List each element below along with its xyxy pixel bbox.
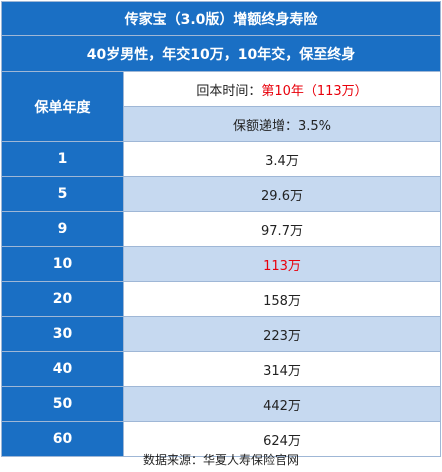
- cash-value: 442万: [123, 386, 441, 422]
- cash-value: 29.6万: [123, 176, 441, 212]
- table-row: 60 624万: [1, 421, 441, 457]
- table-subtitle: 40岁男性，年交10万，10年交，保至终身: [1, 35, 441, 72]
- cash-value: 223万: [123, 316, 441, 352]
- cash-value: 158万: [123, 281, 441, 317]
- payback-value: 第10年（113万）: [261, 83, 368, 99]
- policy-year: 50: [1, 386, 124, 422]
- table-row: 30 223万: [1, 316, 441, 352]
- payback-time-cell: 回本时间：第10年（113万）: [123, 71, 441, 107]
- policy-year: 5: [1, 176, 124, 212]
- cash-value: 97.7万: [123, 211, 441, 247]
- policy-year: 10: [1, 246, 124, 282]
- table-row: 20 158万: [1, 281, 441, 317]
- policy-year: 30: [1, 316, 124, 352]
- table-row: 1 3.4万: [1, 141, 441, 177]
- cash-value: 314万: [123, 351, 441, 387]
- policy-year: 9: [1, 211, 124, 247]
- table-row: 5 29.6万: [1, 176, 441, 212]
- table-row: 10 113万: [1, 246, 441, 282]
- table-row: 50 442万: [1, 386, 441, 422]
- policy-year: 20: [1, 281, 124, 317]
- policy-year: 1: [1, 141, 124, 177]
- cash-value-highlight: 113万: [123, 246, 441, 282]
- benefit-table: 传家宝（3.0版）增额终身寿险 40岁男性，年交10万，10年交，保至终身 保单…: [1, 1, 441, 457]
- table-row: 9 97.7万: [1, 211, 441, 247]
- cash-value: 3.4万: [123, 141, 441, 177]
- increase-rate-cell: 保额递增：3.5%: [123, 106, 441, 142]
- cash-value: 624万: [123, 421, 441, 457]
- data-source-note: 数据来源：华夏人寿保险官网: [142, 453, 299, 467]
- policy-year: 40: [1, 351, 124, 387]
- table-row: 40 314万: [1, 351, 441, 387]
- policy-year: 60: [1, 421, 124, 457]
- year-column-header: 保单年度: [1, 71, 124, 142]
- table-title: 传家宝（3.0版）增额终身寿险: [1, 1, 441, 36]
- payback-label: 回本时间：: [196, 83, 262, 99]
